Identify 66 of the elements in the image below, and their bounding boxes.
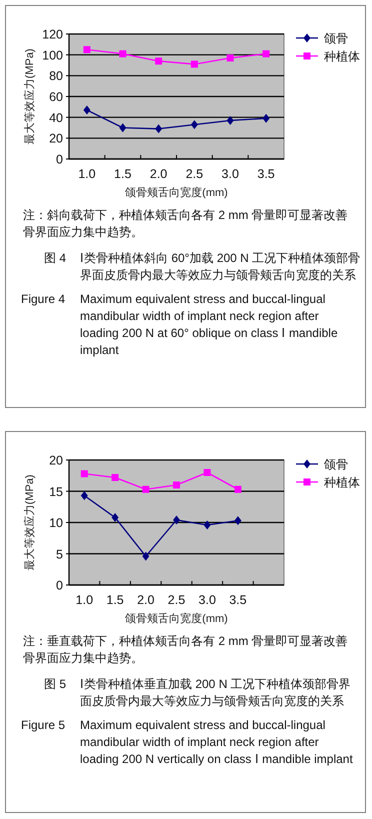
x-tick-label: 1.5: [106, 593, 124, 607]
x-tick-label: 2.0: [150, 167, 168, 181]
y-axis-title: 最大等效应力(MPa): [23, 48, 36, 144]
y-tick-label: 100: [42, 48, 64, 62]
text: Maximum equivalent stress and buccal-lingual mandibular width of implant neck region after loading 200 N vertically on class Ⅰ mandible implant: [80, 717, 354, 768]
y-tick-label: 10: [49, 516, 64, 530]
x-tick-label: 3.5: [257, 167, 275, 181]
point: [262, 50, 270, 58]
x-axis-title: 颌骨颊舌向宽度(mm): [124, 186, 228, 199]
caption: 图 4: [44, 250, 68, 267]
y-tick-label: 40: [49, 110, 64, 125]
x-tick-label: 1.0: [76, 593, 94, 607]
y-tick-label: 15: [49, 484, 64, 499]
legend-label: 颌骨: [323, 458, 348, 472]
y-tick-label: 20: [49, 132, 64, 146]
x-tick-label: 2.5: [168, 593, 186, 607]
legend-label: 种植体: [324, 476, 360, 490]
x-tick-label: 2.5: [186, 167, 204, 181]
caption: Figure 5: [21, 718, 66, 732]
point: [262, 114, 270, 123]
point: [234, 516, 242, 526]
point: [204, 520, 211, 530]
y-tick-label: 80: [49, 69, 64, 84]
point: [190, 120, 198, 130]
y-tick-label: 0: [56, 578, 64, 592]
point: [80, 491, 88, 500]
point: [112, 474, 119, 481]
point: [80, 470, 88, 478]
x-axis-title: 颌骨颊舌向宽度(mm): [124, 612, 228, 625]
text: Ⅰ类骨种植体斜向 60°加载 200 N 工况下种植体颈部骨界面皮质骨内最大等效应力与颌骨颊舌向宽度的关系: [80, 250, 362, 284]
legend-label: 种植体: [324, 50, 360, 64]
point: [155, 124, 162, 134]
y-tick-label: 120: [42, 28, 64, 42]
x-tick-label: 1.5: [114, 167, 132, 181]
x-tick-label: 2.0: [137, 593, 155, 607]
x-tick-label: 3.5: [229, 593, 247, 607]
point: [142, 486, 150, 493]
text: 注：斜向载荷下，种植体颊舌向各有 2 mm 骨量即可显著改善骨界面应力集中趋势。: [23, 207, 349, 241]
point: [155, 58, 162, 65]
point: [173, 482, 180, 488]
point: [83, 46, 90, 54]
caption: Figure 4: [21, 292, 66, 306]
y-tick-label: 5: [56, 547, 64, 562]
point: [204, 469, 211, 476]
point: [226, 116, 234, 125]
text: Maximum equivalent stress and buccal-lingual mandibular width of implant neck region after loading 200 N at 60° oblique on class Ⅰ mandible implant: [80, 291, 339, 359]
legend-label: 颌骨: [323, 32, 348, 46]
point: [142, 552, 150, 561]
point: [119, 123, 126, 132]
y-tick-label: 20: [49, 454, 64, 468]
point: [226, 54, 234, 62]
caption: 图 5: [44, 676, 68, 693]
y-tick-label: 0: [56, 152, 64, 166]
x-tick-label: 3.0: [222, 167, 239, 181]
x-tick-label: 3.0: [198, 593, 216, 607]
x-tick-label: 1.0: [78, 167, 96, 181]
y-axis-title: 最大等效应力(MPa): [23, 474, 36, 570]
y-tick-label: 60: [49, 90, 64, 104]
text: 注：垂直载荷下，种植体颊舌向各有 2 mm 骨量即可显著改善骨界面应力集中趋势。: [23, 633, 349, 667]
point: [83, 106, 90, 115]
point: [173, 516, 180, 524]
point: [190, 60, 198, 68]
point: [234, 486, 242, 493]
text: Ⅰ类骨种植体垂直加载 200 N 工况下种植体颈部骨界面皮质骨内最大等效应力与颌骨颊舌向宽度的关系: [80, 676, 352, 710]
point: [119, 50, 126, 58]
point: [112, 513, 119, 522]
